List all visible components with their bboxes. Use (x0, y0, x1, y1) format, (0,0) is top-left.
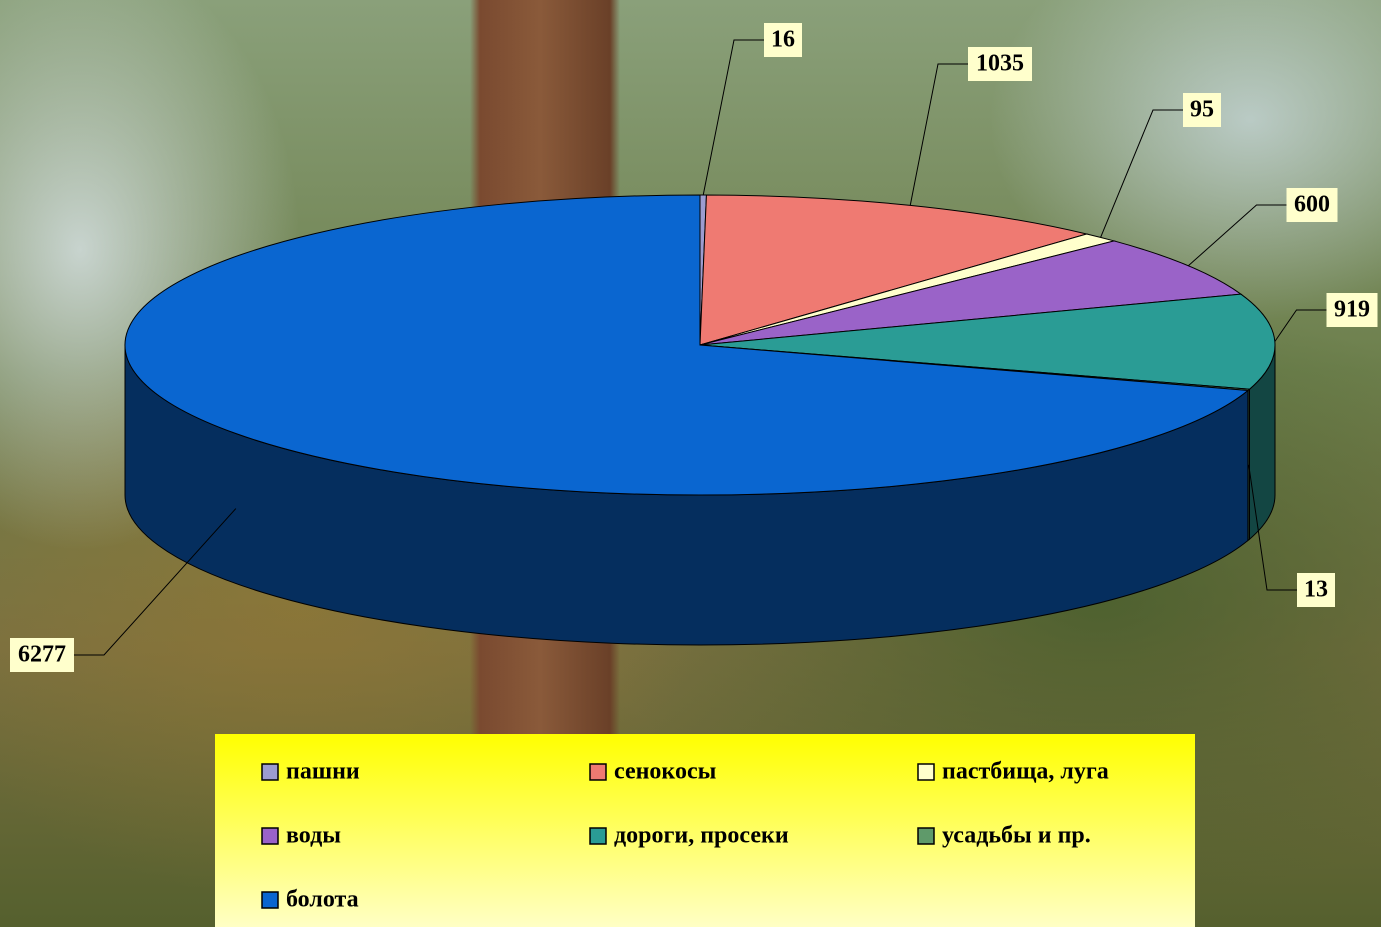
legend-box (215, 734, 1195, 927)
slice (124, 194, 1250, 496)
label-box (1286, 188, 1338, 222)
legend-label: усадьбы и пр. (942, 823, 1091, 849)
slice (699, 240, 1243, 346)
leader-line (1187, 204, 1287, 267)
data-label: 95 (1190, 97, 1214, 123)
legend-label: пастбища, луга (942, 759, 1109, 785)
legend-swatch (261, 891, 279, 909)
slice (699, 293, 1276, 390)
label-box (1183, 93, 1221, 127)
legend-label: пашни (286, 759, 360, 785)
label-box (10, 638, 74, 672)
label-box (1326, 293, 1378, 327)
legend-label: болота (286, 887, 359, 913)
leader-line (1100, 109, 1183, 238)
leader-line (74, 508, 237, 656)
leader-line (909, 63, 968, 206)
legend-label: сенокосы (614, 759, 717, 785)
legend-swatch (589, 827, 607, 845)
legend-swatch (917, 763, 935, 781)
data-label: 13 (1304, 577, 1328, 603)
data-label: 16 (771, 27, 795, 53)
leader-line (1274, 309, 1327, 342)
legend-swatch (589, 763, 607, 781)
legend-swatch (261, 763, 279, 781)
data-label: 600 (1294, 192, 1330, 218)
data-label: 1035 (976, 51, 1024, 77)
label-box (764, 23, 802, 57)
legend-label: воды (286, 823, 341, 849)
legend-swatch (917, 827, 935, 845)
label-box (1297, 573, 1335, 607)
legend-swatch (261, 827, 279, 845)
data-label: 6277 (18, 642, 66, 668)
leader-line (702, 39, 764, 196)
label-box (968, 47, 1032, 81)
leader-line (1248, 464, 1297, 591)
slice (699, 194, 1089, 346)
data-label: 919 (1334, 297, 1370, 323)
legend-label: дороги, просеки (614, 823, 789, 849)
